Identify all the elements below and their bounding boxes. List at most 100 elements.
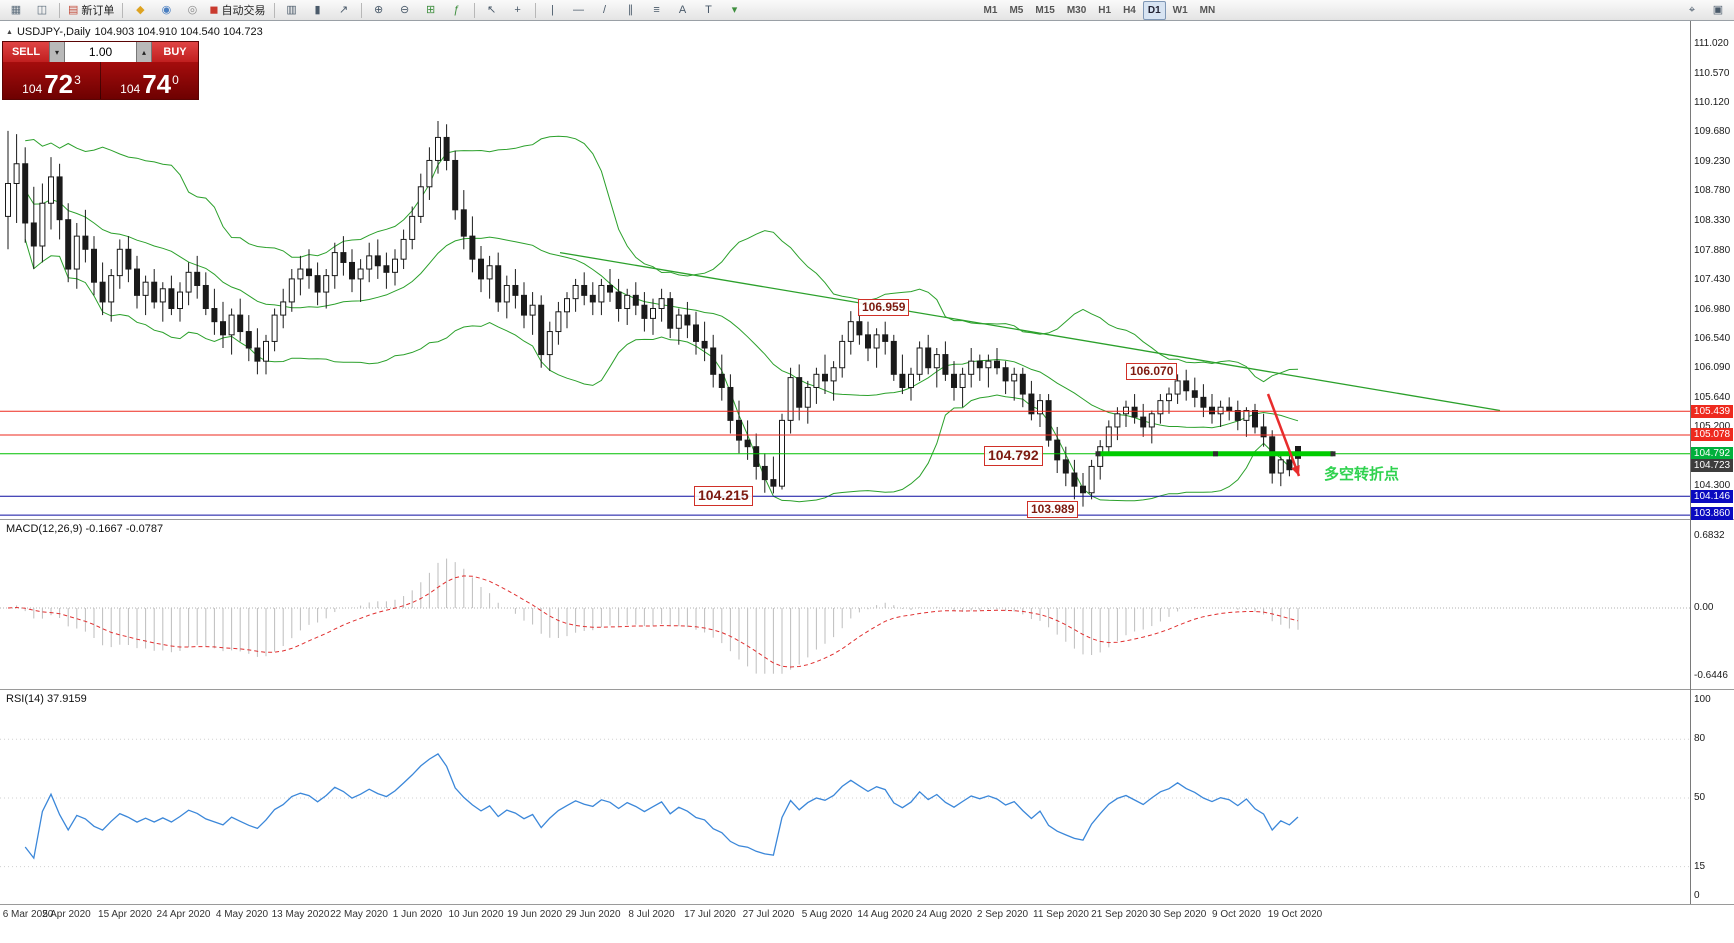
panel-frames <box>0 21 1734 905</box>
sell-price-figure: 104 <box>22 81 43 96</box>
horizontal-level-lines[interactable] <box>0 410 1690 516</box>
timeframe-m15[interactable]: M15 <box>1035 4 1055 16</box>
window-layout-icon[interactable]: ▣ <box>1706 0 1730 20</box>
toolbar-separator <box>360 2 362 18</box>
toolbar-separator <box>59 2 60 18</box>
cursor-icon[interactable]: ↖ <box>480 0 504 20</box>
arrows-dropdown-icon-glyph: ▾ <box>731 3 738 16</box>
sell-arrow-annotation[interactable] <box>1266 393 1301 477</box>
new-order-button[interactable]: ▤ 新订单 <box>65 0 117 20</box>
support-line-segment[interactable] <box>1095 451 1336 457</box>
market-icon-glyph: ◎ <box>187 3 198 16</box>
trendline-icon-glyph: / <box>603 3 607 16</box>
community-icon[interactable]: ◉ <box>154 0 178 20</box>
auto-trading-glyph: ◼ <box>209 3 219 16</box>
timeframe-w1[interactable]: W1 <box>1172 4 1188 16</box>
auto-trading-button[interactable]: ◼ 自动交易 <box>206 0 268 20</box>
zoom-in-icon[interactable]: ⊕ <box>367 0 391 20</box>
community-icon-glyph: ◉ <box>161 3 172 16</box>
toolbar-separator <box>122 2 124 18</box>
tile-windows-icon[interactable]: ⊞ <box>419 0 443 20</box>
cursor-icon-glyph: ↖ <box>486 3 497 16</box>
arrows-dropdown-icon[interactable]: ▾ <box>723 0 747 20</box>
auto-trading-button-label: 自动交易 <box>221 5 266 17</box>
text-icon[interactable]: A <box>671 0 695 20</box>
rsi-panel <box>0 738 1690 868</box>
buy-price-point: 0 <box>172 73 179 87</box>
buy-price[interactable]: 104 74 0 <box>101 62 198 99</box>
search-icon[interactable]: ⌖ <box>1680 0 1704 20</box>
vertical-line-icon-glyph: | <box>551 3 554 16</box>
chart-ohlc-values: 104.903 104.910 104.540 104.723 <box>94 26 263 38</box>
macd-label: MACD(12,26,9) -0.1667 -0.0787 <box>6 523 164 535</box>
equidistant-channel-icon-glyph: ∥ <box>627 3 634 16</box>
metaeditor-icon-glyph: ◆ <box>136 3 145 16</box>
timeframe-h1[interactable]: H1 <box>1098 4 1112 16</box>
bar-chart-type-icon-glyph: ▥ <box>286 3 297 16</box>
descending-trendline[interactable] <box>559 251 1501 412</box>
buy-price-pips: 74 <box>142 68 172 99</box>
chart-symbol-period: USDJPY-,Daily <box>16 26 91 38</box>
volume-down-button[interactable]: ▾ <box>49 42 65 62</box>
indicators-icon[interactable]: ƒ <box>445 0 469 20</box>
candlestick-type-icon-glyph: ▮ <box>314 3 321 16</box>
timeframe-mn[interactable]: MN <box>1199 4 1216 16</box>
horizontal-line-icon[interactable]: — <box>567 0 591 20</box>
new-order-glyph: ▤ <box>68 3 79 16</box>
rsi-label: RSI(14) 37.9159 <box>6 693 87 705</box>
metaeditor-icon[interactable]: ◆ <box>128 0 152 20</box>
text-label-icon-glyph: T <box>705 3 712 16</box>
timeframe-m30[interactable]: M30 <box>1066 4 1087 16</box>
candlestick-type-icon[interactable]: ▮ <box>306 0 330 20</box>
search-icon-glyph: ⌖ <box>1688 3 1696 16</box>
tile-windows-icon-glyph: ⊞ <box>425 3 436 16</box>
toolbar-separator <box>473 2 475 18</box>
horizontal-line-icon-glyph: — <box>573 3 585 16</box>
trendline-icon[interactable]: / <box>593 0 617 20</box>
crosshair-icon-glyph: + <box>514 3 521 16</box>
new-chart-icon-glyph: ▦ <box>10 3 22 16</box>
chart-symbol-icon: ▲ <box>6 28 13 36</box>
timeframe-toolbar: M1 M5 M15 M30 H1 H4 D1 W1 MN <box>978 0 1222 20</box>
sell-price-pips: 72 <box>44 68 74 99</box>
zoom-in-icon-glyph: ⊕ <box>373 3 384 16</box>
bar-chart-type-icon[interactable]: ▥ <box>280 0 304 20</box>
timeframe-h4[interactable]: H4 <box>1123 4 1136 16</box>
timeframe-m1[interactable]: M1 <box>983 4 998 16</box>
chart-profiles-icon[interactable]: ◫ <box>30 0 54 20</box>
sell-button[interactable]: SELL <box>3 42 49 62</box>
volume-input[interactable] <box>65 42 136 62</box>
buy-button[interactable]: BUY <box>152 42 198 62</box>
vertical-line-icon[interactable]: | <box>541 0 565 20</box>
sell-price[interactable]: 104 72 3 <box>3 62 100 99</box>
text-label-icon[interactable]: T <box>697 0 721 20</box>
macd-panel <box>0 558 1690 674</box>
timeframe-d1[interactable]: D1 <box>1142 0 1166 20</box>
crosshair-icon[interactable]: + <box>506 0 530 20</box>
text-icon-glyph: A <box>678 3 687 16</box>
annotation-note: 多空转折点 <box>1324 466 1400 483</box>
toolbar-separator <box>273 2 275 18</box>
new-chart-icon[interactable]: ▦ <box>4 0 28 20</box>
line-chart-type-icon-glyph: ↗ <box>338 3 349 16</box>
chart-profiles-icon-glyph: ◫ <box>36 3 48 16</box>
fibonacci-icon-glyph: ≡ <box>653 3 660 16</box>
trade-panel-divider <box>100 62 101 99</box>
indicators-icon-glyph: ƒ <box>453 3 460 16</box>
chart-title: ▲ USDJPY-,Daily 104.903 104.910 104.540 … <box>6 26 263 38</box>
buy-price-figure: 104 <box>120 81 141 96</box>
sell-price-point: 3 <box>74 73 81 87</box>
zoom-out-icon-glyph: ⊖ <box>399 3 410 16</box>
volume-up-button[interactable]: ▴ <box>136 42 152 62</box>
candlestick-series <box>5 120 1301 507</box>
toolbar: ▦ ◫ ▤ 新订单 ◆ ◉ ◎ ◼ 自动交易 ▥ ▮ ↗ ⊕ ⊖ ⊞ ƒ ↖ + | — / ∥ ≡ A T ▾ M1 M5 M15 M3… <box>0 0 1734 21</box>
zoom-out-icon[interactable]: ⊖ <box>393 0 417 20</box>
market-icon[interactable]: ◎ <box>180 0 204 20</box>
equidistant-channel-icon[interactable]: ∥ <box>619 0 643 20</box>
line-chart-type-icon[interactable]: ↗ <box>332 0 356 20</box>
fibonacci-icon[interactable]: ≡ <box>645 0 669 20</box>
timeframe-m5[interactable]: M5 <box>1009 4 1024 16</box>
